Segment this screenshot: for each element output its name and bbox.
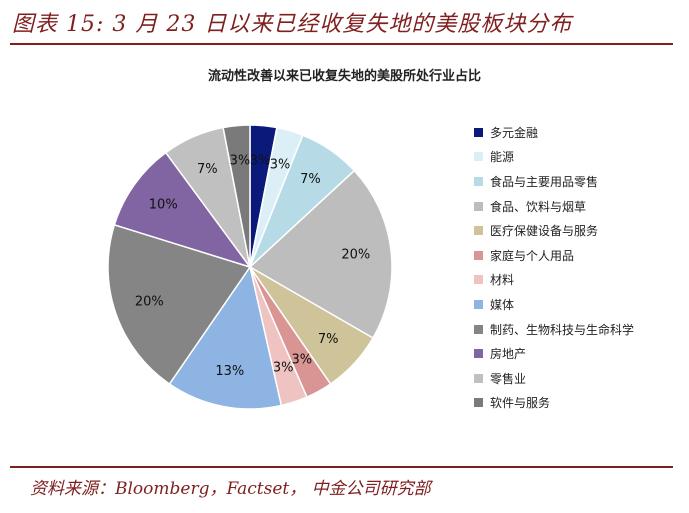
slice-data-label: 3%	[273, 361, 294, 376]
legend-label: 医疗保健设备与服务	[490, 224, 599, 239]
legend-swatch	[474, 226, 483, 236]
pie-slice	[107, 223, 252, 386]
chart-legend: 多元金融能源食品与主要用品零售 食品、饮料与烟草 医疗保健设备与服务 家庭与个人用品材…	[474, 120, 634, 415]
legend-label: 家庭与个人用品	[490, 248, 575, 263]
slice-data-label: 3%	[230, 153, 251, 168]
pie-slice	[248, 169, 393, 340]
slice-data-label: 3%	[291, 353, 312, 368]
slice-data-label: 20%	[135, 294, 164, 309]
legend-label: 房地产	[490, 347, 527, 362]
legend-item: 能源	[474, 145, 634, 170]
legend-item: 制药、生物科技与生命科学	[474, 317, 634, 342]
legend-label: 零售业	[490, 371, 527, 386]
legend-swatch	[474, 299, 483, 309]
title-divider	[10, 43, 673, 45]
source-divider	[10, 466, 673, 468]
legend-label: 食品与主要用品零售	[490, 174, 599, 189]
legend-label: 能源	[490, 150, 515, 165]
legend-item: 零售业	[474, 366, 634, 391]
legend-item: 食品与主要用品零售	[474, 169, 634, 194]
legend-swatch	[474, 201, 483, 211]
legend-item: 媒体	[474, 292, 634, 317]
legend-label: 软件与服务	[490, 396, 551, 411]
legend-swatch	[474, 398, 483, 408]
figure-title: 图表 15: 3 月 23 日以来已经收复失地的美股板块分布	[12, 12, 573, 37]
legend-swatch	[474, 152, 483, 162]
legend-item: 食品、饮料与烟草	[474, 194, 634, 219]
legend-label: 媒体	[490, 297, 515, 312]
pie-slice	[168, 265, 283, 410]
slice-data-label: 7%	[300, 172, 321, 187]
slice-data-label: 3%	[250, 153, 271, 168]
chart-title: 流动性改善以来已收复失地的美股所处行业占比	[207, 69, 481, 84]
slice-data-label: 20%	[341, 248, 370, 263]
slice-data-label: 10%	[149, 198, 178, 213]
legend-swatch	[474, 176, 483, 186]
source-note: 资料来源：Bloomberg，Factset， 中金公司研究部	[30, 479, 431, 499]
slice-data-label: 13%	[215, 364, 244, 379]
legend-swatch	[474, 373, 483, 383]
legend-swatch	[474, 250, 483, 260]
legend-swatch	[474, 349, 483, 359]
slice-data-label: 3%	[270, 157, 291, 172]
legend-item: 软件与服务	[474, 391, 634, 416]
legend-swatch	[474, 127, 483, 137]
slice-data-label: 7%	[318, 332, 339, 347]
legend-label: 多元金融	[490, 125, 539, 140]
legend-item: 多元金融	[474, 120, 634, 145]
pie-slice	[113, 151, 252, 269]
legend-item: 材料	[474, 268, 634, 293]
legend-swatch	[474, 324, 483, 334]
pie-slice	[222, 124, 251, 268]
slice-data-label: 7%	[197, 162, 218, 177]
legend-label: 食品、饮料与烟草	[490, 199, 587, 214]
legend-item: 医疗保健设备与服务	[474, 218, 634, 243]
legend-label: 制药、生物科技与生命科学	[490, 322, 635, 337]
legend-label: 材料	[490, 273, 515, 288]
legend-item: 家庭与个人用品	[474, 243, 634, 268]
legend-swatch	[474, 275, 483, 285]
legend-item: 房地产	[474, 341, 634, 366]
